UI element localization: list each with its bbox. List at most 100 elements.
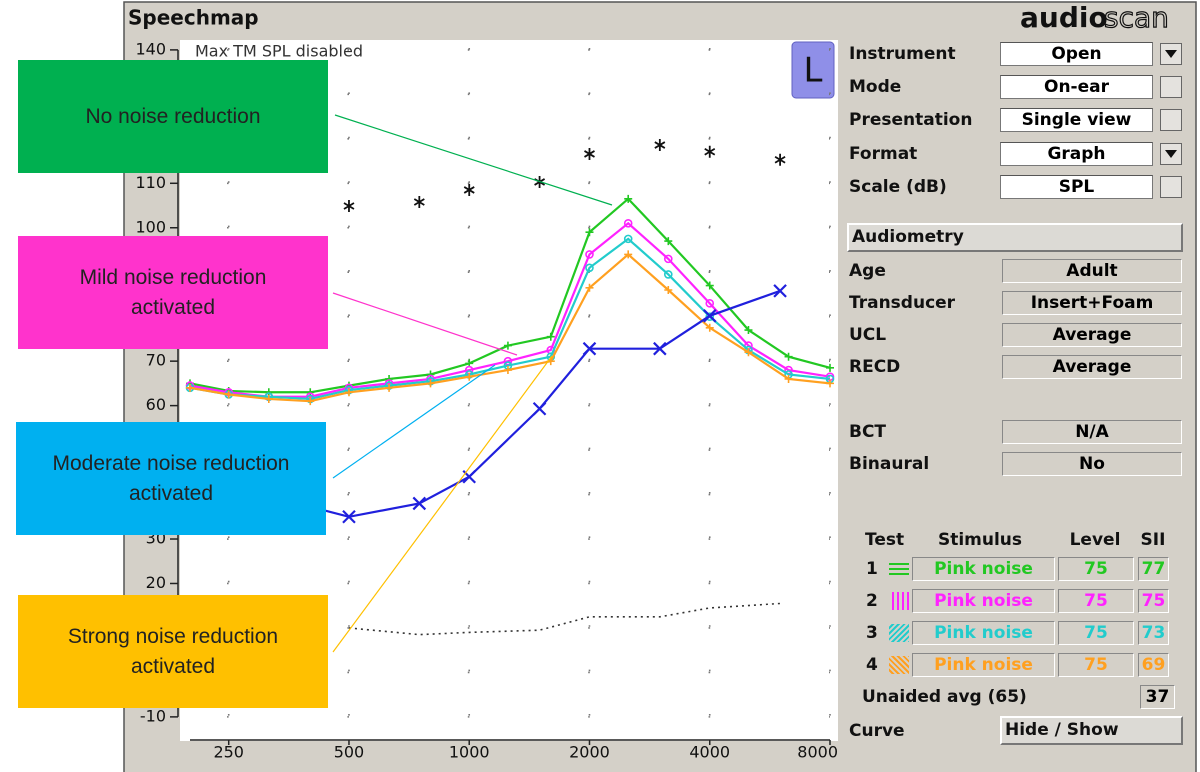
data-point [532, 401, 547, 416]
logo-bold: audio [1020, 1, 1108, 34]
data-point [705, 281, 714, 290]
leader-line [334, 114, 613, 206]
series-line [348, 602, 781, 636]
setting-value: On-ear [1000, 75, 1153, 99]
data-point [744, 326, 753, 335]
setting-control[interactable] [1160, 109, 1182, 131]
setting-label: RECD [849, 357, 901, 377]
test-number: 4 [866, 655, 878, 675]
data-point [584, 147, 595, 160]
data-point [186, 383, 194, 392]
data-point [624, 250, 633, 259]
x-tick-label: 250 [213, 743, 244, 762]
curve-pattern [889, 592, 909, 610]
sii: 73 [1138, 621, 1169, 645]
data-point [623, 234, 633, 244]
setting-label: Age [849, 261, 886, 281]
annotation-box: Mild noise reduction activated [18, 236, 328, 349]
data-point [784, 352, 793, 361]
dropdown-arrow [1165, 50, 1177, 58]
y-tick-label: 140 [135, 39, 166, 58]
level: 75 [1058, 557, 1134, 581]
ear-label: L [804, 51, 823, 91]
data-point [585, 263, 594, 273]
table-header: Test [865, 530, 905, 550]
data-point [582, 341, 597, 356]
table-header: SII [1140, 530, 1166, 550]
data-point [585, 228, 594, 237]
leader-line [332, 364, 496, 479]
y-tick-label: 100 [135, 217, 166, 236]
data-point [465, 372, 474, 381]
data-point [306, 397, 315, 406]
data-point [264, 388, 273, 397]
stimulus: Pink noise [912, 557, 1055, 581]
leader-line [332, 355, 553, 653]
data-point [664, 237, 673, 246]
annotation-text: activated [130, 295, 216, 319]
setting-label: Mode [849, 77, 902, 97]
data-point [344, 388, 353, 397]
ear-button[interactable] [791, 41, 835, 99]
sii: 77 [1138, 557, 1169, 581]
data-point [784, 374, 793, 383]
data-point [774, 153, 786, 166]
data-point [463, 183, 475, 196]
data-point [426, 379, 435, 388]
data-point [546, 332, 555, 341]
setting-control[interactable] [1160, 143, 1182, 165]
setting-label: Binaural [849, 454, 930, 474]
setting-value: Insert+Foam [1002, 291, 1182, 315]
data-point [705, 312, 715, 321]
data-point [413, 195, 425, 208]
curve-label: Curve [849, 721, 905, 741]
annotation-text: Moderate noise reduction [52, 451, 290, 475]
unaided-value: 37 [1140, 685, 1175, 709]
level: 75 [1058, 589, 1134, 613]
y-tick-label: -10 [140, 706, 166, 725]
annotation-box: No noise reduction [18, 60, 328, 173]
curve-pattern [889, 560, 909, 578]
chart-note: Max TM SPL disabled [195, 42, 363, 61]
data-point [664, 286, 673, 295]
audiometry-button[interactable]: Audiometry [847, 223, 1183, 252]
curve-pattern [889, 656, 909, 674]
logo-outline: scan [1104, 1, 1169, 34]
x-tick-label: 500 [334, 743, 365, 762]
setting-control[interactable] [1160, 76, 1182, 98]
annotation-text: activated [128, 481, 214, 505]
y-tick-label: 70 [146, 351, 166, 370]
data-point [624, 194, 633, 203]
data-point [826, 363, 834, 372]
data-point [343, 199, 355, 212]
stimulus: Pink noise [912, 653, 1055, 677]
data-point [385, 383, 394, 392]
curve-button[interactable]: Hide / Show [1000, 716, 1183, 745]
data-point [663, 254, 673, 264]
setting-label: Transducer [849, 293, 956, 313]
setting-control[interactable] [1160, 43, 1182, 65]
annotation-leaders [332, 114, 613, 653]
data-point [744, 348, 753, 357]
setting-label: Scale (dB) [849, 177, 947, 197]
level: 75 [1058, 653, 1134, 677]
data-point [412, 496, 427, 511]
data-point [702, 309, 717, 323]
setting-control[interactable] [1160, 176, 1182, 198]
x-tick-label: 4000 [689, 743, 730, 762]
sii: 69 [1138, 653, 1169, 677]
unaided-label: Unaided avg (65) [862, 687, 1027, 707]
data-point [503, 366, 512, 375]
data-point [663, 270, 673, 279]
window-title: Speechmap [128, 6, 259, 30]
setting-value: N/A [1002, 420, 1182, 444]
curve-pattern [889, 624, 909, 642]
setting-value: Single view [1000, 108, 1153, 132]
setting-value: SPL [1000, 175, 1153, 199]
annotation-box: Strong noise reduction activated [18, 595, 328, 708]
setting-label: Format [849, 144, 918, 164]
setting-label: Instrument [849, 44, 956, 64]
annotation-text: No noise reduction [85, 104, 261, 128]
x-tick-label: 2000 [569, 743, 610, 762]
series-line [189, 221, 831, 398]
